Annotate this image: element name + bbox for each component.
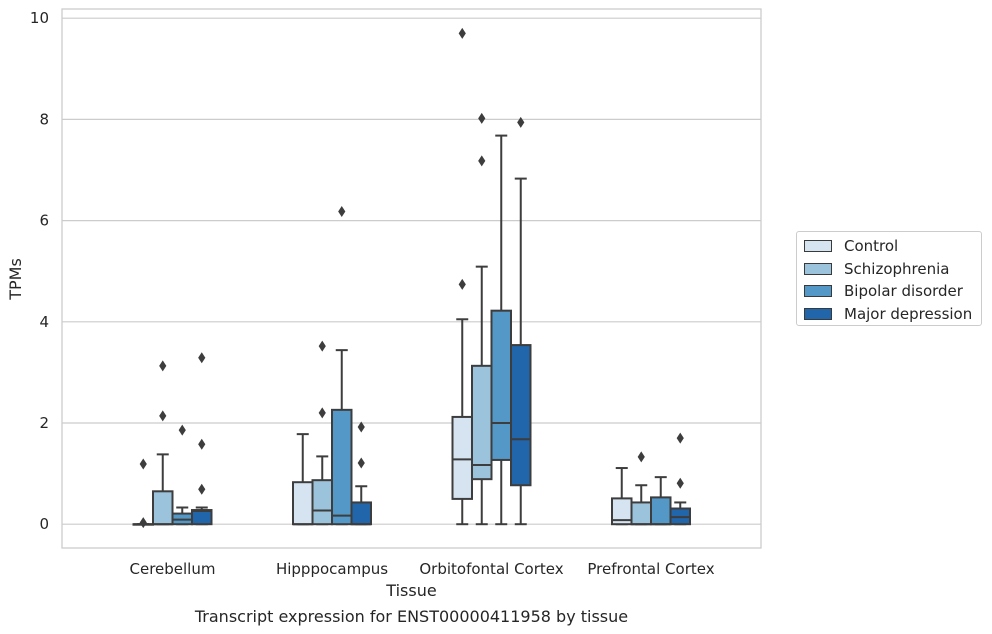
iqr-box bbox=[292, 481, 314, 526]
outlier-point bbox=[159, 410, 167, 422]
box-group bbox=[152, 360, 174, 526]
legend-swatch bbox=[804, 240, 832, 253]
box-group bbox=[331, 205, 353, 526]
x-tick-label: Cerebellum bbox=[130, 560, 216, 578]
outlier-point bbox=[318, 340, 326, 352]
x-tick-label: Orbitofontal Cortex bbox=[419, 560, 563, 578]
y-tick-labels: 0 2 4 6 8 10 bbox=[30, 9, 49, 533]
x-tick-labels: Cerebellum Hipppocampus Orbitofontal Corte… bbox=[130, 560, 715, 578]
iqr-box bbox=[350, 501, 372, 526]
y-tick-label: 6 bbox=[39, 212, 49, 230]
outlier-point bbox=[357, 421, 365, 433]
box-group bbox=[669, 432, 691, 526]
outlier-point bbox=[198, 352, 206, 364]
outlier-point bbox=[139, 517, 147, 529]
plot-area bbox=[62, 9, 761, 548]
y-axis-label: TPMs bbox=[6, 258, 25, 301]
box-group bbox=[292, 433, 314, 526]
iqr-box bbox=[630, 501, 652, 526]
outlier-point bbox=[458, 278, 466, 290]
iqr-box bbox=[191, 509, 213, 526]
y-tick-label: 0 bbox=[39, 515, 49, 533]
y-tick-label: 10 bbox=[30, 9, 49, 27]
box-group bbox=[490, 134, 512, 526]
legend-item-major-depression: Major depression bbox=[804, 303, 981, 326]
legend-item-control: Control bbox=[804, 235, 981, 258]
x-tick-label: Prefrontal Cortex bbox=[587, 560, 714, 578]
y-tick-label: 4 bbox=[39, 313, 49, 331]
outlier-point bbox=[637, 451, 645, 463]
iqr-box bbox=[331, 408, 353, 526]
legend-label: Bipolar disorder bbox=[844, 282, 963, 301]
outlier-point bbox=[478, 155, 486, 167]
legend-swatch bbox=[804, 307, 832, 320]
legend-label: Control bbox=[844, 237, 899, 256]
x-axis-label: Tissue bbox=[385, 581, 436, 600]
box-group bbox=[471, 112, 493, 526]
boxes bbox=[132, 27, 691, 529]
legend-item-schizophrenia: Schizophrenia bbox=[804, 258, 981, 281]
box-group bbox=[510, 116, 532, 526]
legend-swatch bbox=[804, 262, 832, 275]
legend: Control Schizophrenia Bipolar disorder M… bbox=[796, 231, 982, 326]
outlier-point bbox=[676, 477, 684, 489]
outlier-point bbox=[318, 407, 326, 419]
outlier-point bbox=[676, 432, 684, 444]
outlier-point bbox=[517, 116, 525, 128]
outlier-point bbox=[178, 424, 186, 436]
legend-swatch bbox=[804, 285, 832, 298]
outlier-point bbox=[458, 27, 466, 39]
iqr-box bbox=[510, 344, 532, 487]
iqr-box bbox=[471, 364, 493, 481]
box-group bbox=[311, 340, 333, 526]
x-tick-label: Hipppocampus bbox=[276, 560, 388, 578]
legend-label: Major depression bbox=[844, 304, 973, 323]
box-group bbox=[350, 421, 372, 526]
box-group bbox=[191, 352, 213, 526]
outlier-point bbox=[159, 360, 167, 372]
legend-label: Schizophrenia bbox=[844, 259, 950, 278]
iqr-box bbox=[311, 479, 333, 526]
outlier-point bbox=[338, 205, 346, 217]
chart-caption: Transcript expression for ENST0000041195… bbox=[194, 607, 628, 626]
outlier-point bbox=[478, 112, 486, 124]
box-group bbox=[132, 458, 154, 529]
outlier-point bbox=[357, 457, 365, 469]
iqr-box bbox=[490, 309, 512, 461]
outlier-point bbox=[139, 458, 147, 470]
legend-item-bipolar-disorder: Bipolar disorder bbox=[804, 280, 981, 303]
outlier-point bbox=[198, 438, 206, 450]
plot-frame bbox=[61, 8, 762, 549]
iqr-box bbox=[650, 496, 672, 526]
iqr-box bbox=[152, 490, 174, 526]
outlier-point bbox=[198, 483, 206, 495]
y-tick-label: 2 bbox=[39, 414, 49, 432]
box-group bbox=[611, 467, 633, 526]
y-tick-label: 8 bbox=[39, 110, 49, 128]
iqr-box bbox=[451, 415, 473, 500]
box-group bbox=[630, 451, 652, 526]
